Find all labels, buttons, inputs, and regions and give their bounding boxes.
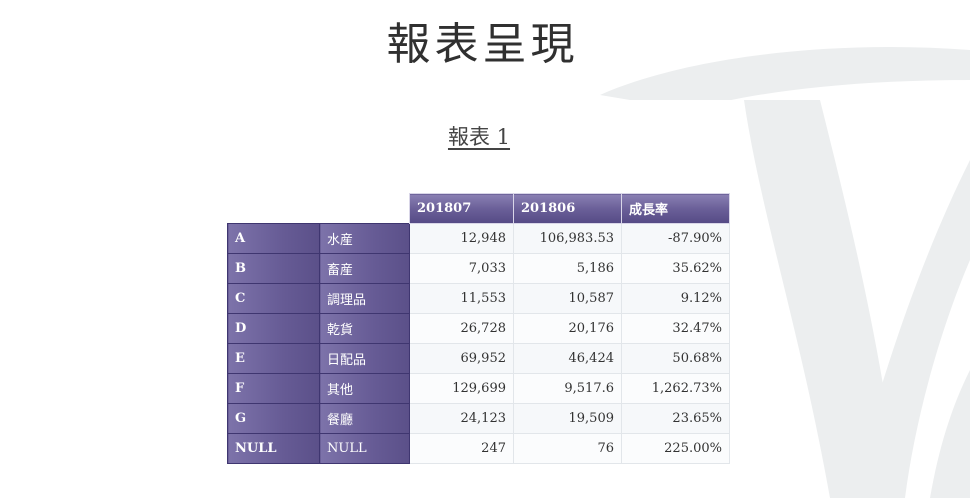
value-201806: 46,424	[513, 343, 622, 374]
row-code: G	[227, 403, 320, 434]
table-corner	[228, 194, 410, 224]
table-header-row: 201807 201806 成長率	[228, 193, 730, 224]
value-201807: 7,033	[409, 253, 514, 284]
row-code: F	[227, 373, 320, 404]
column-header-growth-rate: 成長率	[621, 193, 730, 224]
row-name: 水産	[319, 223, 410, 254]
row-name: 日配品	[319, 343, 410, 374]
value-201806: 10,587	[513, 283, 622, 314]
value-201807: 11,553	[409, 283, 514, 314]
growth-rate: 225.00%	[621, 433, 730, 464]
row-name: 其他	[319, 373, 410, 404]
column-header-201806: 201806	[513, 193, 622, 224]
value-201806: 76	[513, 433, 622, 464]
table-row: B 畜産 7,033 5,186 35.62%	[227, 253, 730, 284]
value-201807: 129,699	[409, 373, 514, 404]
value-201806: 5,186	[513, 253, 622, 284]
value-201806: 106,983.53	[513, 223, 622, 254]
page-title: 報表呈現	[386, 19, 579, 70]
column-header-201807: 201807	[409, 193, 514, 224]
table-row: G 餐廳 24,123 19,509 23.65%	[227, 403, 730, 434]
value-201807: 24,123	[409, 403, 514, 434]
value-201807: 26,728	[409, 313, 514, 344]
table-row: E 日配品 69,952 46,424 50.68%	[227, 343, 730, 374]
table-row: C 調理品 11,553 10,587 9.12%	[227, 283, 730, 314]
row-code: D	[227, 313, 320, 344]
table-row: F 其他 129,699 9,517.6 1,262.73%	[227, 373, 730, 404]
value-201806: 19,509	[513, 403, 622, 434]
growth-rate: 23.65%	[621, 403, 730, 434]
growth-rate: 9.12%	[621, 283, 730, 314]
row-code: NULL	[227, 433, 320, 464]
value-201807: 247	[409, 433, 514, 464]
report-title-link[interactable]: 報表 1	[447, 125, 511, 149]
row-name: 乾貨	[319, 313, 410, 344]
table-row: A 水産 12,948 106,983.53 -87.90%	[227, 223, 730, 254]
table-row: D 乾貨 26,728 20,176 32.47%	[227, 313, 730, 344]
table-row: NULL NULL 247 76 225.00%	[227, 433, 730, 464]
report-table: 201807 201806 成長率 A 水産 12,948 106,983.53…	[227, 193, 730, 464]
row-code: E	[227, 343, 320, 374]
row-code: C	[227, 283, 320, 314]
row-name: NULL	[319, 433, 410, 464]
value-201806: 9,517.6	[513, 373, 622, 404]
row-code: A	[227, 223, 320, 254]
row-name: 調理品	[319, 283, 410, 314]
growth-rate: 32.47%	[621, 313, 730, 344]
growth-rate: 50.68%	[621, 343, 730, 374]
row-name: 餐廳	[319, 403, 410, 434]
row-name: 畜産	[319, 253, 410, 284]
value-201806: 20,176	[513, 313, 622, 344]
value-201807: 69,952	[409, 343, 514, 374]
growth-rate: 1,262.73%	[621, 373, 730, 404]
value-201807: 12,948	[409, 223, 514, 254]
growth-rate: -87.90%	[621, 223, 730, 254]
row-code: B	[227, 253, 320, 284]
growth-rate: 35.62%	[621, 253, 730, 284]
